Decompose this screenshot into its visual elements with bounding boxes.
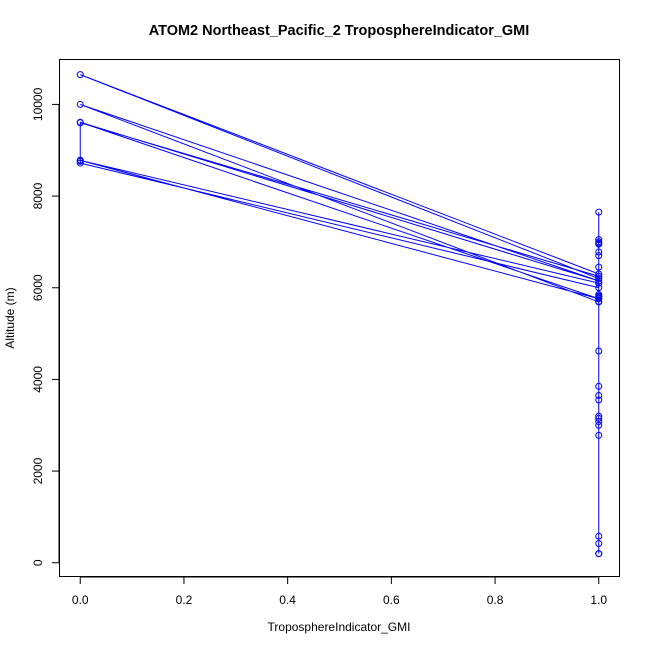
y-axis-label: Altitude (m): [3, 287, 17, 348]
data-point: [595, 291, 603, 299]
data-point: [595, 295, 603, 303]
x-tick-label: 1.0: [590, 593, 607, 607]
y-tick-label: 2000: [31, 457, 45, 484]
data-point: [76, 156, 84, 164]
x-tick-label: 0.8: [487, 593, 504, 607]
y-tick-label: 6000: [31, 274, 45, 301]
data-point: [595, 347, 603, 355]
data-point: [595, 284, 603, 292]
data-point: [595, 421, 603, 429]
data-point: [76, 71, 84, 79]
x-tick-label: 0.0: [72, 593, 89, 607]
chart-title: ATOM2 Northeast_Pacific_2 TroposphereInd…: [149, 23, 530, 39]
data-point: [595, 263, 603, 271]
data-point: [595, 239, 603, 247]
y-tick-label: 4000: [31, 366, 45, 393]
y-tick-label: 10000: [31, 87, 45, 121]
data-point: [595, 293, 603, 301]
x-axis: 0.0 0.2 0.4 0.6 0.8 1.0: [72, 576, 607, 607]
data-point: [595, 396, 603, 404]
x-tick-label: 0.4: [279, 593, 296, 607]
data-point: [595, 540, 603, 547]
data-point: [595, 391, 603, 399]
data-point: [595, 431, 603, 439]
data-point: [76, 118, 84, 126]
data-point: [595, 532, 603, 540]
data-point: [76, 100, 84, 108]
y-tick-label: 8000: [31, 182, 45, 209]
data-point: [595, 550, 603, 558]
x-axis-label: TroposphereIndicator_GMI: [268, 620, 411, 634]
data-point: [595, 248, 603, 256]
series-line: [79, 74, 600, 554]
data-point: [595, 270, 603, 278]
data-point: [595, 252, 603, 260]
data-point: [595, 277, 603, 285]
data-point: [595, 412, 603, 420]
series-layer: [76, 71, 603, 558]
data-point: [76, 159, 84, 167]
x-tick-label: 0.2: [176, 593, 193, 607]
data-point: [595, 208, 603, 216]
y-tick-label: 0: [31, 559, 45, 566]
plot-frame: [59, 59, 620, 577]
data-point: [595, 236, 603, 244]
x-tick-label: 0.6: [383, 593, 400, 607]
data-point: [595, 298, 603, 306]
data-point: [595, 279, 603, 287]
data-point: [595, 272, 603, 280]
y-axis: 0 2000 4000 6000 8000 10000: [31, 87, 60, 566]
data-point: [595, 414, 603, 422]
data-point: [595, 275, 603, 283]
data-point: [595, 382, 603, 390]
